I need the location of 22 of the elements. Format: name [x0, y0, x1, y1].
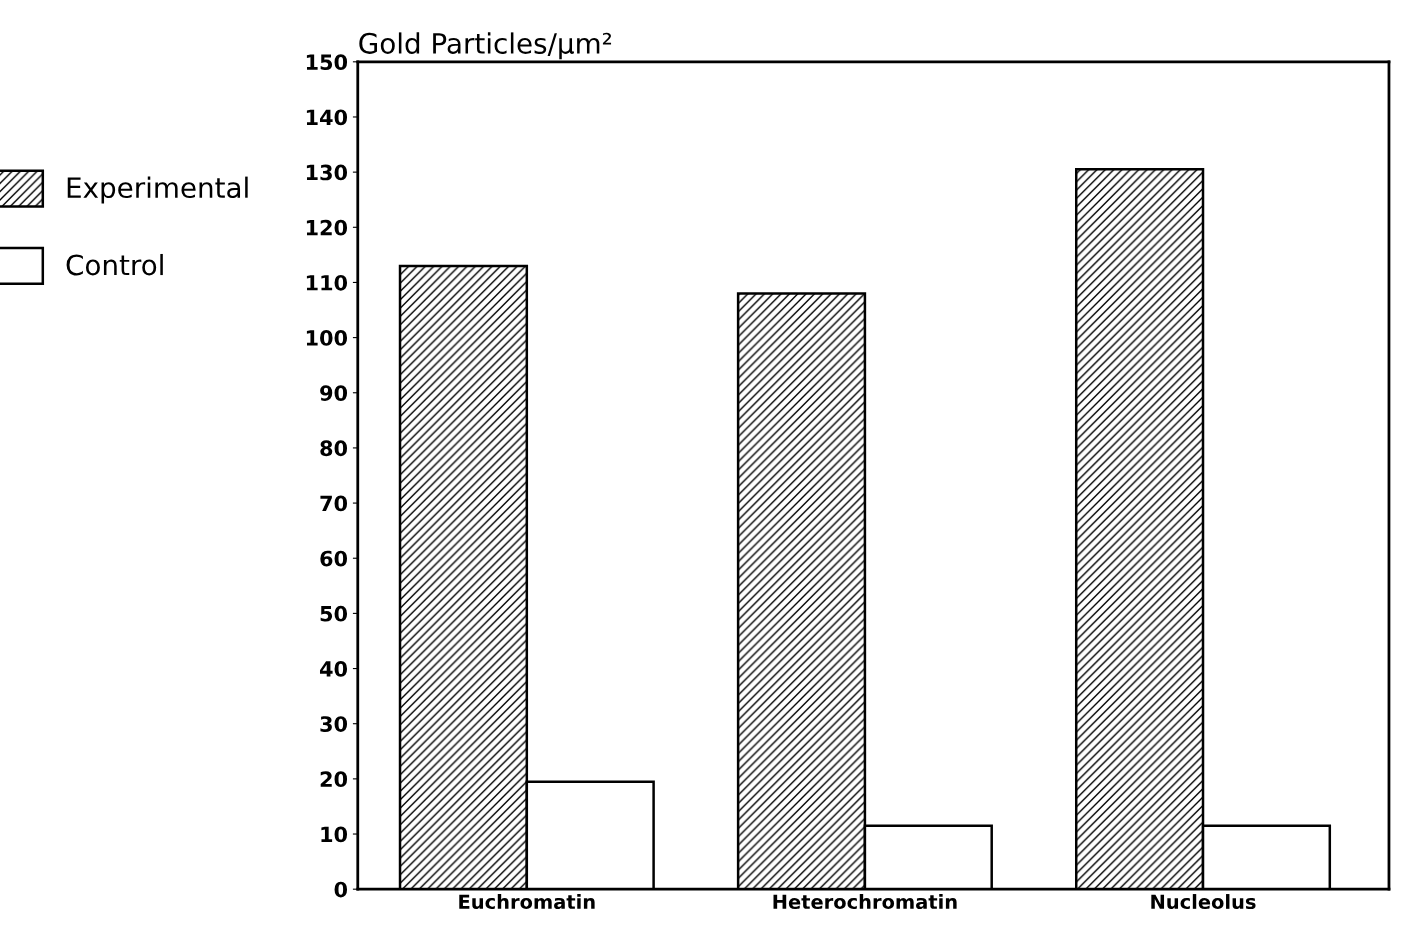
- y-tick-label: 10: [321, 826, 348, 843]
- chart-title: Gold Particles/µm²: [359, 32, 612, 60]
- x-tick-label: Nucleolus: [1151, 894, 1256, 910]
- y-tick-label: 0: [334, 881, 348, 898]
- y-tick-label: 30: [320, 716, 348, 732]
- legend-label: Experimental: [67, 176, 248, 204]
- y-tick-label: 140: [306, 109, 348, 126]
- y-tick-label: 40: [319, 661, 348, 677]
- y-tick-label: 70: [320, 495, 348, 512]
- x-tick-label: Euchromatin: [459, 894, 595, 910]
- y-tick-label: 60: [320, 550, 348, 567]
- y-tick-label: 100: [306, 330, 348, 346]
- y-tick-label: 110: [306, 274, 348, 291]
- y-tick-label: 120: [306, 219, 348, 236]
- y-tick-label: 50: [320, 605, 348, 622]
- x-tick-label: Heterochromatin: [773, 894, 957, 910]
- y-tick-label: 20: [320, 771, 348, 788]
- legend-label: Control: [66, 253, 163, 276]
- y-tick-label: 80: [320, 440, 348, 457]
- y-tick-label: 130: [306, 164, 348, 181]
- y-tick-label: 150: [306, 54, 348, 71]
- y-tick-label: 90: [320, 385, 348, 401]
